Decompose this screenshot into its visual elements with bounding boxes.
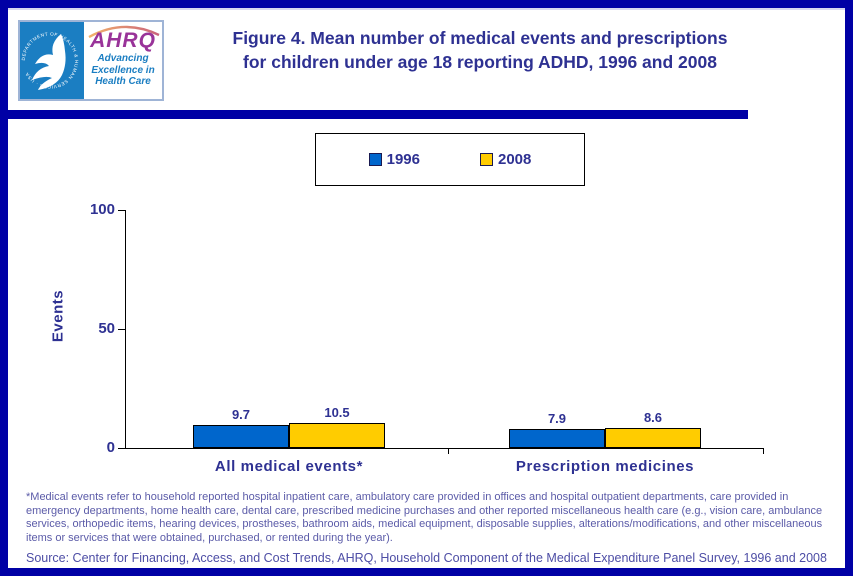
figure-title-line1: Figure 4. Mean number of medical events …	[232, 28, 728, 48]
y-tick-mark	[118, 448, 125, 449]
source-text: Source: Center for Financing, Access, an…	[26, 551, 827, 565]
x-axis-tick	[448, 448, 449, 454]
tagline-line1: Advancing	[97, 53, 149, 64]
y-axis-line	[125, 210, 126, 449]
legend-swatch-2008	[480, 153, 493, 166]
y-tick-label-0: 0	[106, 439, 115, 456]
ahrq-logo: DEPARTMENT OF HEALTH & HUMAN SERVICES · …	[18, 20, 164, 101]
footnote-text: *Medical events refer to household repor…	[26, 491, 823, 544]
bar-2008-all-medical-events	[289, 423, 385, 448]
figure-title-line2: for children under age 18 reporting ADHD…	[243, 52, 717, 72]
x-axis-tick	[763, 448, 764, 454]
ahrq-wordmark: AHRQ	[90, 29, 156, 52]
header-divider-bar	[8, 110, 748, 119]
tagline-line3: Health Care	[95, 76, 151, 87]
legend-swatch-1996	[368, 153, 382, 166]
bar-1996-prescription-medicines	[509, 429, 605, 448]
x-axis-line	[125, 448, 764, 449]
bar-value-1996-prescription-medicines: 7.9	[547, 411, 567, 426]
y-tick-mark	[118, 329, 125, 330]
ahrq-logo-text-panel: AHRQ Advancing Excellence in Health Care	[84, 22, 162, 99]
bar-value-2008-prescription-medicines: 8.6	[643, 410, 663, 425]
bar-2008-prescription-medicines	[605, 428, 701, 448]
category-label-all-medical-events: All medical events*	[214, 458, 364, 475]
legend-label-2008: 2008	[498, 151, 532, 168]
chart-legend: 1996 2008	[315, 133, 585, 186]
tagline-line2: Excellence in	[91, 64, 155, 76]
y-tick-label-50: 50	[98, 320, 115, 337]
bar-1996-all-medical-events	[193, 425, 289, 448]
hhs-eagle-icon: DEPARTMENT OF HEALTH & HUMAN SERVICES · …	[21, 31, 78, 90]
figure-title: Figure 4. Mean number of medical events …	[180, 26, 780, 74]
legend-label-1996: 1996	[386, 151, 420, 168]
top-accent-line	[8, 8, 845, 10]
y-tick-mark	[118, 210, 125, 211]
bar-value-2008-all-medical-events: 10.5	[324, 405, 350, 420]
ahrq-arc-icon	[88, 25, 160, 38]
legend-item-2008: 2008	[480, 151, 531, 168]
bar-chart: Events 0 50 100 9.7 10.5 All medical events* 7…	[8, 8, 845, 568]
bar-value-1996-all-medical-events: 9.7	[231, 407, 251, 422]
category-label-prescription-medicines: Prescription medicines	[515, 458, 695, 475]
y-tick-label-100: 100	[89, 201, 115, 218]
legend-item-1996: 1996	[368, 151, 420, 168]
ahrq-tagline: Advancing Excellence in Health Care	[84, 53, 162, 88]
y-axis-title: Events	[49, 289, 67, 343]
hhs-logo-panel: DEPARTMENT OF HEALTH & HUMAN SERVICES · …	[20, 22, 84, 99]
